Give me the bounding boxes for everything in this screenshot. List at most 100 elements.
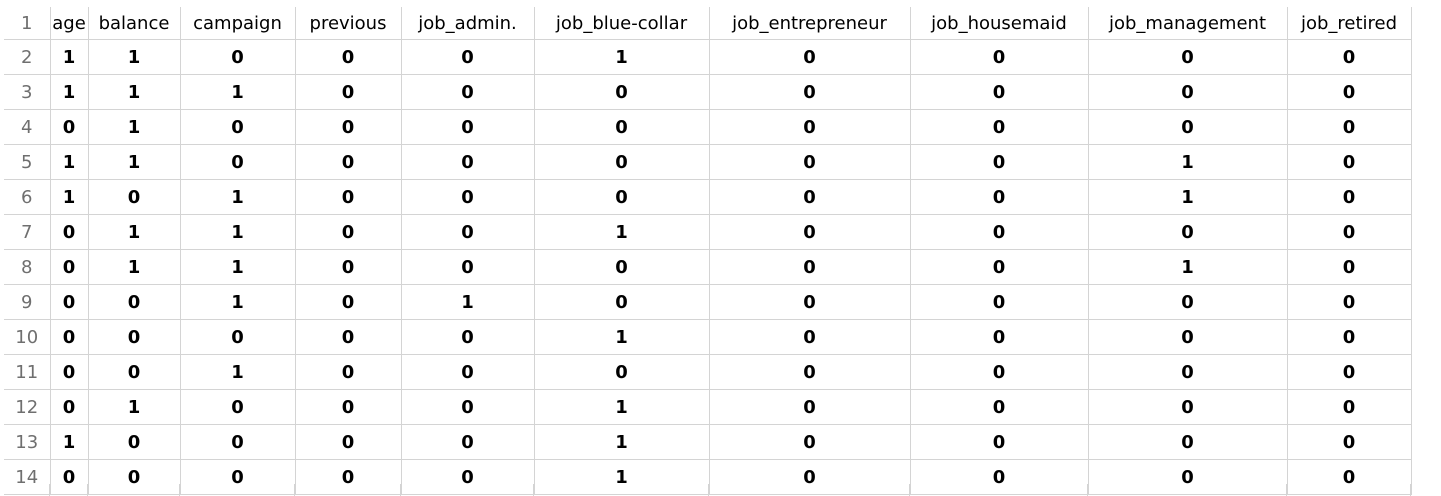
data-cell[interactable]: 0 <box>709 354 911 390</box>
data-cell[interactable]: 0 <box>295 389 402 425</box>
row-number[interactable]: 14 <box>4 459 51 495</box>
column-header-cell[interactable]: job_housemaid <box>910 7 1089 40</box>
data-cell[interactable]: 0 <box>910 284 1089 320</box>
data-cell[interactable]: 0 <box>910 179 1089 215</box>
data-cell[interactable]: 1 <box>401 284 535 320</box>
data-cell[interactable]: 0 <box>1287 249 1412 285</box>
data-cell[interactable]: 1 <box>50 179 89 215</box>
data-cell[interactable]: 0 <box>295 74 402 110</box>
data-cell[interactable]: 0 <box>401 214 535 250</box>
data-cell[interactable]: 0 <box>1287 179 1412 215</box>
data-cell[interactable]: 0 <box>534 179 710 215</box>
data-cell[interactable]: 1 <box>1088 144 1288 180</box>
column-header-cell[interactable]: balance <box>88 7 181 40</box>
data-cell[interactable]: 0 <box>180 424 296 460</box>
row-number[interactable]: 4 <box>4 109 51 145</box>
column-header-cell[interactable]: campaign <box>180 7 296 40</box>
data-cell[interactable]: 0 <box>401 319 535 355</box>
data-cell[interactable]: 1 <box>50 39 89 75</box>
data-cell[interactable]: 0 <box>295 39 402 75</box>
row-number[interactable]: 6 <box>4 179 51 215</box>
data-cell[interactable]: 0 <box>709 424 911 460</box>
data-cell[interactable]: 0 <box>50 214 89 250</box>
data-cell[interactable]: 0 <box>401 39 535 75</box>
data-cell[interactable]: 1 <box>534 424 710 460</box>
data-cell[interactable]: 0 <box>50 249 89 285</box>
data-cell[interactable]: 0 <box>709 319 911 355</box>
column-header-cell[interactable]: job_retired <box>1287 7 1412 40</box>
row-number[interactable]: 8 <box>4 249 51 285</box>
data-cell[interactable]: 0 <box>50 284 89 320</box>
data-cell[interactable]: 0 <box>709 179 911 215</box>
data-cell[interactable]: 0 <box>1088 459 1288 495</box>
data-cell[interactable]: 0 <box>88 354 181 390</box>
row-number[interactable]: 11 <box>4 354 51 390</box>
data-cell[interactable]: 0 <box>180 109 296 145</box>
data-cell[interactable]: 0 <box>534 284 710 320</box>
data-cell[interactable]: 1 <box>88 389 181 425</box>
column-header-cell[interactable]: age <box>50 7 89 40</box>
data-cell[interactable]: 0 <box>534 354 710 390</box>
data-cell[interactable]: 0 <box>910 249 1089 285</box>
data-cell[interactable]: 0 <box>1287 389 1412 425</box>
data-cell[interactable]: 1 <box>180 179 296 215</box>
data-cell[interactable]: 0 <box>1088 389 1288 425</box>
row-number[interactable]: 5 <box>4 144 51 180</box>
data-cell[interactable]: 0 <box>1287 424 1412 460</box>
data-cell[interactable]: 0 <box>534 144 710 180</box>
row-number[interactable]: 12 <box>4 389 51 425</box>
data-cell[interactable]: 0 <box>401 144 535 180</box>
data-cell[interactable]: 1 <box>88 74 181 110</box>
data-cell[interactable]: 0 <box>1287 214 1412 250</box>
data-cell[interactable]: 0 <box>1287 74 1412 110</box>
data-cell[interactable]: 0 <box>910 214 1089 250</box>
data-cell[interactable]: 0 <box>709 249 911 285</box>
data-cell[interactable]: 0 <box>180 144 296 180</box>
data-cell[interactable]: 0 <box>401 179 535 215</box>
data-cell[interactable]: 1 <box>1088 179 1288 215</box>
data-cell[interactable]: 1 <box>180 214 296 250</box>
data-cell[interactable]: 0 <box>295 144 402 180</box>
data-cell[interactable]: 0 <box>401 249 535 285</box>
data-cell[interactable]: 0 <box>910 74 1089 110</box>
data-cell[interactable]: 0 <box>910 459 1089 495</box>
data-cell[interactable]: 0 <box>180 39 296 75</box>
data-cell[interactable]: 0 <box>401 459 535 495</box>
row-number[interactable]: 13 <box>4 424 51 460</box>
data-cell[interactable]: 0 <box>1088 354 1288 390</box>
data-cell[interactable]: 1 <box>1088 249 1288 285</box>
column-header-cell[interactable]: job_admin. <box>401 7 535 40</box>
data-cell[interactable]: 0 <box>295 284 402 320</box>
data-cell[interactable]: 1 <box>534 319 710 355</box>
data-cell[interactable]: 0 <box>50 459 89 495</box>
data-cell[interactable]: 0 <box>401 354 535 390</box>
data-cell[interactable]: 1 <box>88 39 181 75</box>
data-cell[interactable]: 0 <box>1287 39 1412 75</box>
data-cell[interactable]: 0 <box>295 249 402 285</box>
data-cell[interactable]: 0 <box>1088 284 1288 320</box>
data-cell[interactable]: 0 <box>1088 109 1288 145</box>
data-cell[interactable]: 0 <box>180 389 296 425</box>
row-number[interactable]: 2 <box>4 39 51 75</box>
data-cell[interactable]: 1 <box>180 354 296 390</box>
data-cell[interactable]: 0 <box>401 74 535 110</box>
data-cell[interactable]: 0 <box>401 389 535 425</box>
data-cell[interactable]: 1 <box>88 144 181 180</box>
data-cell[interactable]: 0 <box>295 109 402 145</box>
data-cell[interactable]: 0 <box>910 39 1089 75</box>
data-cell[interactable]: 1 <box>180 284 296 320</box>
data-cell[interactable]: 0 <box>534 249 710 285</box>
column-header-cell[interactable]: job_entrepreneur <box>709 7 911 40</box>
row-number[interactable]: 3 <box>4 74 51 110</box>
data-cell[interactable]: 1 <box>180 249 296 285</box>
data-cell[interactable]: 0 <box>1287 459 1412 495</box>
data-cell[interactable]: 1 <box>50 144 89 180</box>
data-cell[interactable]: 1 <box>180 74 296 110</box>
data-cell[interactable]: 0 <box>709 214 911 250</box>
data-cell[interactable]: 0 <box>1088 214 1288 250</box>
data-cell[interactable]: 0 <box>1287 354 1412 390</box>
data-cell[interactable]: 0 <box>1088 74 1288 110</box>
data-cell[interactable]: 0 <box>910 319 1089 355</box>
data-cell[interactable]: 1 <box>534 459 710 495</box>
data-cell[interactable]: 1 <box>534 389 710 425</box>
